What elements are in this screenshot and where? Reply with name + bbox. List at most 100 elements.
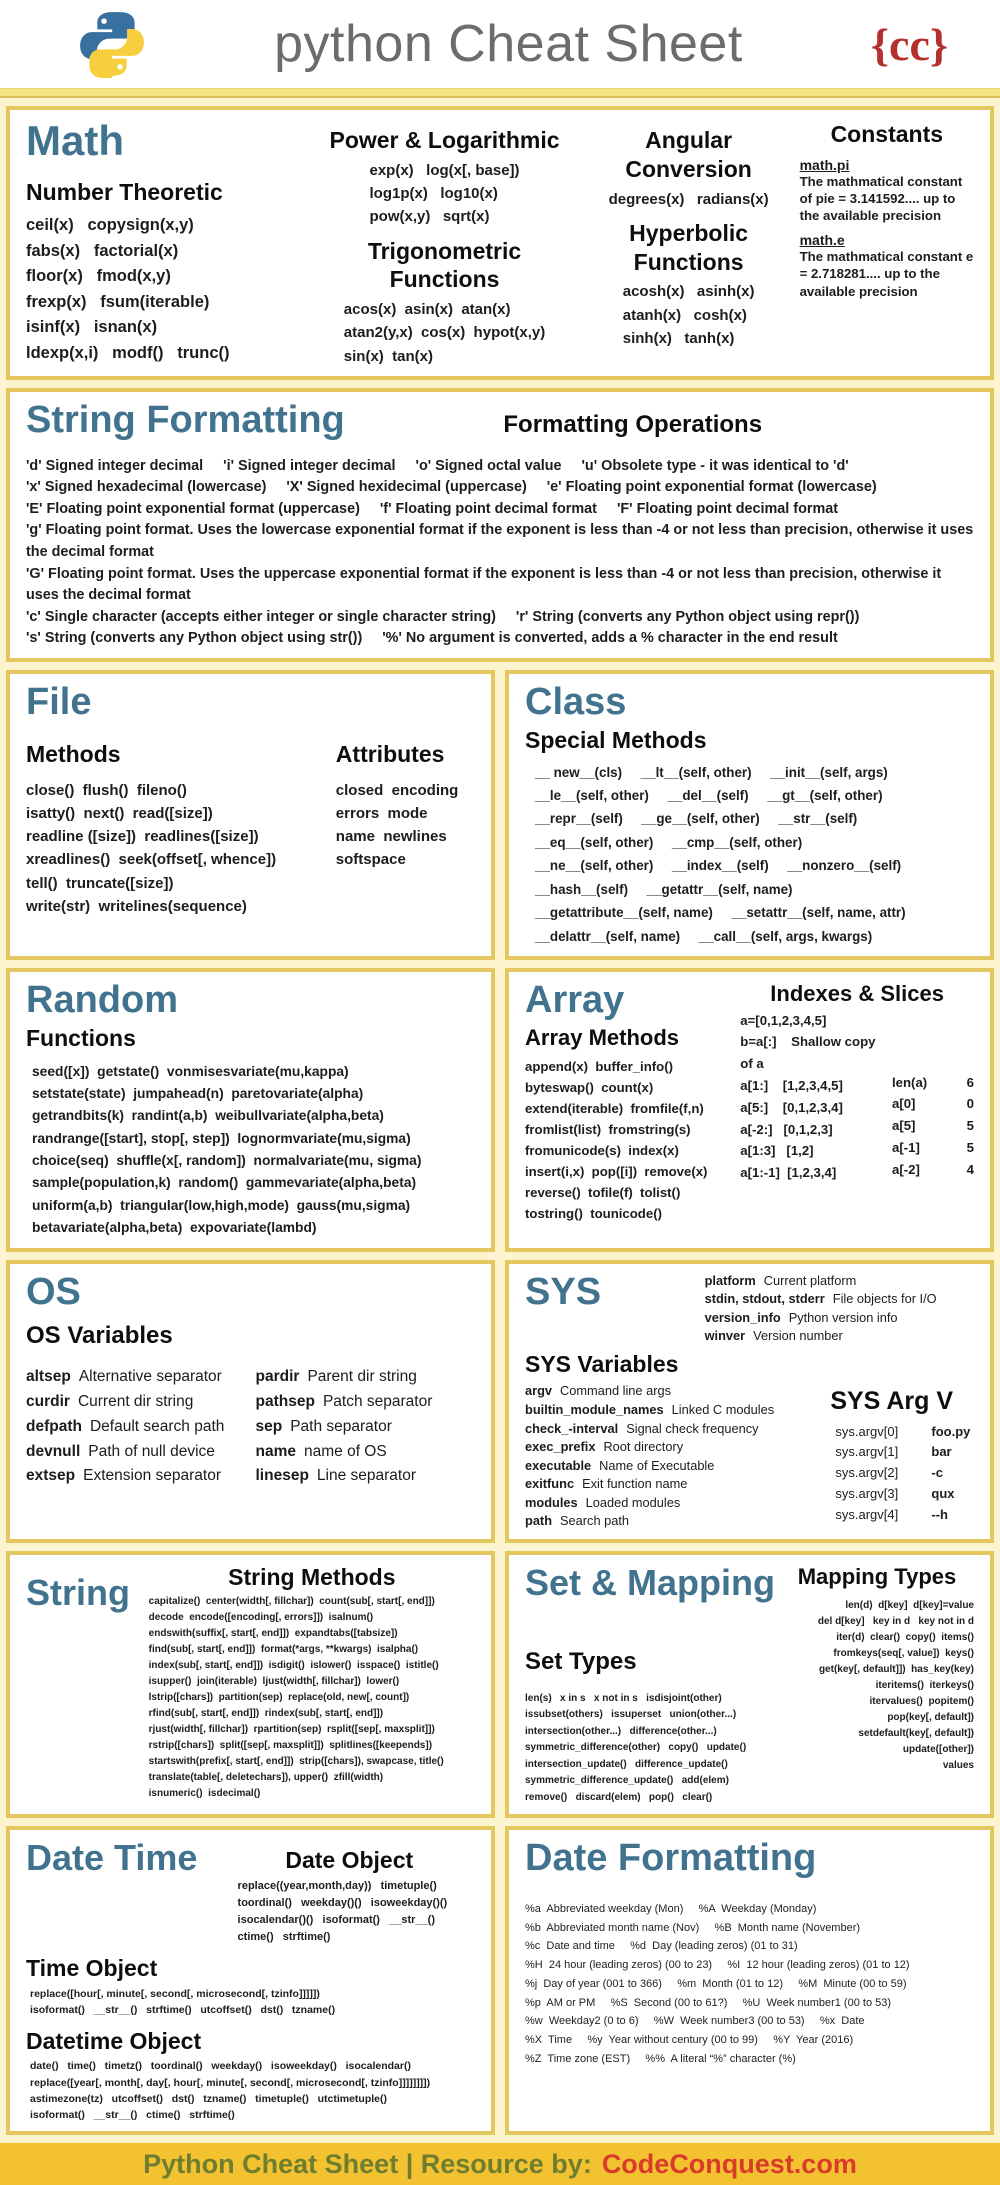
trigonometric-heading: Trigonometric Functions bbox=[367, 237, 522, 293]
array-slices-column: Indexes & Slices a=[0,1,2,3,4,5] b=a[:] … bbox=[740, 980, 974, 1239]
slice-value-row: a[-2] 4 bbox=[892, 1159, 974, 1181]
formatting-operations-list: 'd' Signed integer decimal 'i' Signed in… bbox=[26, 457, 974, 647]
sys-variable: modules Loaded modules bbox=[525, 1494, 803, 1513]
string-formatting-header: String Formatting Formatting Operations bbox=[26, 399, 974, 444]
os-variable: linesep Line separator bbox=[256, 1464, 476, 1489]
os-variable: defpath Default search path bbox=[26, 1415, 246, 1440]
argv-value: --h bbox=[931, 1506, 948, 1522]
array-methods-column: Array Array Methods append(x) buffer_inf… bbox=[525, 979, 732, 1239]
os-var-desc: Default search path bbox=[89, 1417, 225, 1435]
sys-variable: executable Name of Executable bbox=[525, 1457, 803, 1476]
slice-value-row: len(a) 6 bbox=[892, 1072, 974, 1094]
argv-value: bar bbox=[931, 1444, 952, 1460]
os-variable: sep Path separator bbox=[256, 1415, 476, 1440]
section-math: Math Number Theoretic ceil(x) copysign(x… bbox=[6, 106, 994, 380]
string-title-column: String bbox=[26, 1563, 141, 1807]
row-os-sys: OS OS Variables altsep Alternative separa… bbox=[6, 1259, 994, 1543]
section-class: Class Special Methods __ new__(cls) __lt… bbox=[505, 670, 994, 961]
os-variable: altsep Alternative separator bbox=[26, 1365, 246, 1390]
section-set-mapping: Set & Mapping Set Types len(s) x in s x … bbox=[505, 1550, 994, 1819]
mapping-types-heading: Mapping Types bbox=[797, 1563, 957, 1589]
sys-var-desc: Loaded modules bbox=[585, 1494, 681, 1510]
argv-name: sys.argv[0] bbox=[835, 1423, 899, 1439]
page-title: python Cheat Sheet bbox=[274, 15, 743, 73]
os-variables-col2: pardir Parent dir string pathsep Patch sep… bbox=[256, 1365, 476, 1489]
footer-brand: CodeConquest.com bbox=[601, 2148, 857, 2179]
file-title: File bbox=[26, 681, 92, 724]
angular-conversion-functions: degrees(x) radians(x) bbox=[608, 190, 769, 208]
angular-conversion-heading: Angular Conversion bbox=[625, 127, 752, 182]
os-var-desc: Path of null device bbox=[88, 1442, 215, 1460]
os-var-name: sep bbox=[255, 1417, 283, 1435]
argv-row: sys.argv[4] --h bbox=[809, 1505, 974, 1526]
hyperbolic-functions: acosh(x) asinh(x) atanh(x) cosh(x) sinh(… bbox=[622, 283, 755, 347]
sys-header-row: SYS platform Current platform stdin, stdo… bbox=[525, 1271, 974, 1346]
sys-variable: exec_prefix Root directory bbox=[525, 1438, 803, 1457]
date-object-list: replace((year,month,day)) timetuple() to… bbox=[237, 1880, 448, 1944]
constant-math-e-description: The mathmatical constant e = 2.718281...… bbox=[799, 249, 974, 299]
slice-result: 0 bbox=[966, 1096, 974, 1112]
datetime-object-list: date() time() timetz() toordinal() weekd… bbox=[30, 2060, 431, 2122]
os-var-name: pardir bbox=[255, 1368, 300, 1386]
section-date-formatting: Date Formatting %a Abbreviated weekday (… bbox=[505, 1826, 994, 2136]
power-logarithmic-functions: exp(x) log(x[, base]) log1p(x) log10(x) … bbox=[369, 161, 520, 226]
math-power-trig-column: Power & Logarithmic exp(x) log(x[, base]… bbox=[311, 118, 577, 368]
os-variables-col1: altsep Alternative separator curdir Curren… bbox=[26, 1365, 246, 1489]
trigonometric-functions: acos(x) asin(x) atan(x) atan2(y,x) cos(x… bbox=[343, 301, 546, 365]
os-var-name: extsep bbox=[26, 1467, 76, 1485]
constant-math-pi: math.pi bbox=[799, 156, 850, 173]
row-random-array: Random Functions seed([x]) getstate() vo… bbox=[6, 968, 994, 1252]
row-datetime-dateformatting: Date Time Date Object replace((year,mont… bbox=[6, 1826, 994, 2136]
sys-var-desc: Version number bbox=[753, 1328, 843, 1344]
math-number-theoretic-column: Math Number Theoretic ceil(x) copysign(x… bbox=[26, 117, 301, 368]
section-os: OS OS Variables altsep Alternative separa… bbox=[6, 1259, 495, 1543]
argv-name: sys.argv[3] bbox=[835, 1486, 899, 1502]
os-var-name: name bbox=[255, 1442, 297, 1460]
mapping-types-column: Mapping Types len(d) d[key] d[key]=value… bbox=[780, 1563, 974, 1807]
argv-row: sys.argv[0] foo.py bbox=[809, 1422, 974, 1443]
sys-var-name: version_info bbox=[704, 1309, 781, 1325]
os-var-desc: Patch separator bbox=[322, 1393, 433, 1411]
number-theoretic-functions: ceil(x) copysign(x,y) fabs(x) factorial(… bbox=[26, 215, 230, 362]
sys-variable: winver Version number bbox=[705, 1327, 974, 1346]
footer: Python Cheat Sheet | Resource by: CodeCo… bbox=[0, 2143, 1000, 2185]
os-var-name: curdir bbox=[26, 1393, 70, 1411]
sys-var-name: argv bbox=[525, 1383, 553, 1399]
sys-var-desc: File objects for I/O bbox=[832, 1291, 937, 1307]
os-var-desc: Line separator bbox=[316, 1467, 417, 1485]
os-variable: devnull Path of null device bbox=[26, 1440, 246, 1465]
section-array: Array Array Methods append(x) buffer_inf… bbox=[505, 968, 994, 1252]
sys-var-desc: Exit function name bbox=[582, 1476, 688, 1492]
sys-var-name: executable bbox=[525, 1457, 592, 1473]
sys-var-name: stdin, stdout, stderr bbox=[704, 1291, 825, 1307]
os-var-name: pathsep bbox=[255, 1393, 315, 1411]
number-theoretic-heading: Number Theoretic bbox=[26, 179, 223, 206]
set-types-list: len(s) x in s x not in s isdisjoint(othe… bbox=[525, 1692, 747, 1803]
datetime-object-heading: Datetime Object bbox=[26, 2027, 202, 2054]
os-variable: pathsep Patch separator bbox=[256, 1390, 476, 1415]
argv-row: sys.argv[1] bar bbox=[809, 1442, 974, 1463]
os-variable: extsep Extension separator bbox=[26, 1464, 246, 1489]
sys-var-name: path bbox=[525, 1513, 553, 1529]
special-methods-heading: Special Methods bbox=[525, 726, 707, 753]
slices-values-list: len(a) 6 a[0] 0 a[5] 5 a[-1] 5 a[-2] 4 bbox=[892, 1072, 974, 1184]
os-var-desc: Path separator bbox=[290, 1417, 392, 1435]
string-title: String bbox=[26, 1571, 130, 1613]
slice-value-row: a[-1] 5 bbox=[892, 1137, 974, 1159]
sys-var-name: platform bbox=[704, 1272, 756, 1288]
date-time-title: Date Time bbox=[26, 1837, 198, 1879]
file-columns: Methods close() flush() fileno() isatty(… bbox=[26, 740, 475, 918]
string-methods-list: capitalize() center(width[, fillchar]) c… bbox=[148, 1595, 444, 1799]
os-var-name: devnull bbox=[26, 1442, 81, 1460]
time-object-list: replace([hour[, minute[, second[, micros… bbox=[30, 1988, 336, 2017]
os-variable: curdir Current dir string bbox=[26, 1390, 246, 1415]
section-date-time: Date Time Date Object replace((year,mont… bbox=[6, 1826, 495, 2136]
argv-row: sys.argv[2] -c bbox=[809, 1463, 974, 1484]
special-methods-list: __ new__(cls) __lt__(self, other) __init… bbox=[535, 764, 906, 944]
section-string: String String Methods capitalize() cente… bbox=[6, 1550, 495, 1819]
indexes-slices-heading: Indexes & Slices bbox=[770, 981, 944, 1007]
sys-variable: exitfunc Exit function name bbox=[525, 1475, 803, 1494]
constants-heading: Constants bbox=[830, 121, 944, 147]
sys-variable: version_info Python version info bbox=[705, 1309, 974, 1328]
